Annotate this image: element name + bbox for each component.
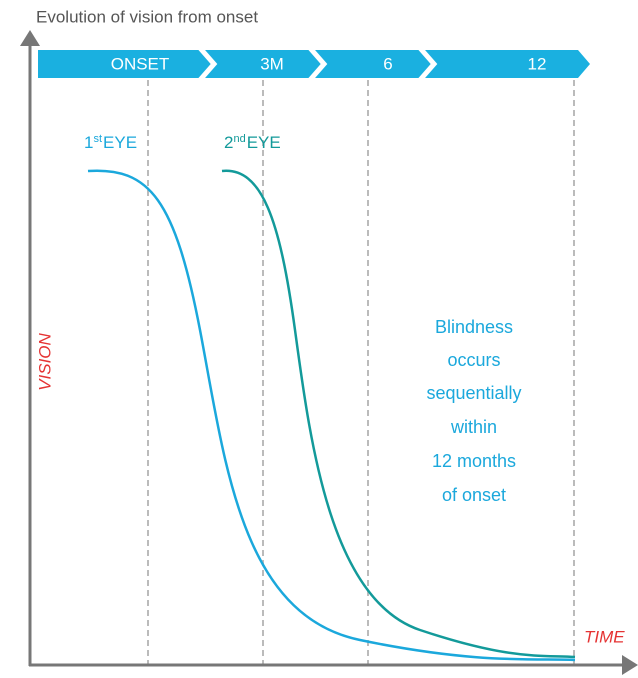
timeline-banner xyxy=(38,50,590,78)
timeline-label: 3M xyxy=(260,54,284,73)
timeline-label: 6 xyxy=(383,54,392,73)
annotation-line: within xyxy=(450,417,497,437)
chevron xyxy=(418,46,438,82)
timeline-label: ONSET xyxy=(111,54,170,73)
annotation-line: sequentially xyxy=(426,383,521,403)
annotation-line: Blindness xyxy=(435,317,513,337)
y-axis-label: VISION xyxy=(35,332,54,390)
chevron xyxy=(198,46,218,82)
annotation-line: of onset xyxy=(442,485,506,505)
first-eye-curve xyxy=(87,169,576,662)
curve-label: 1stEYE xyxy=(84,133,137,153)
x-axis-label: TIME xyxy=(584,627,625,646)
title: Evolution of vision from onset xyxy=(36,7,258,26)
annotation-line: 12 months xyxy=(432,451,516,471)
curve-label: 2ndEYE xyxy=(224,133,281,153)
chevron xyxy=(308,46,328,82)
second-eye-curve xyxy=(221,169,576,659)
timeline-label: 12 xyxy=(528,54,547,73)
annotation-line: occurs xyxy=(447,350,500,370)
y-axis-arrow xyxy=(20,30,40,46)
x-axis-arrow xyxy=(622,655,638,675)
